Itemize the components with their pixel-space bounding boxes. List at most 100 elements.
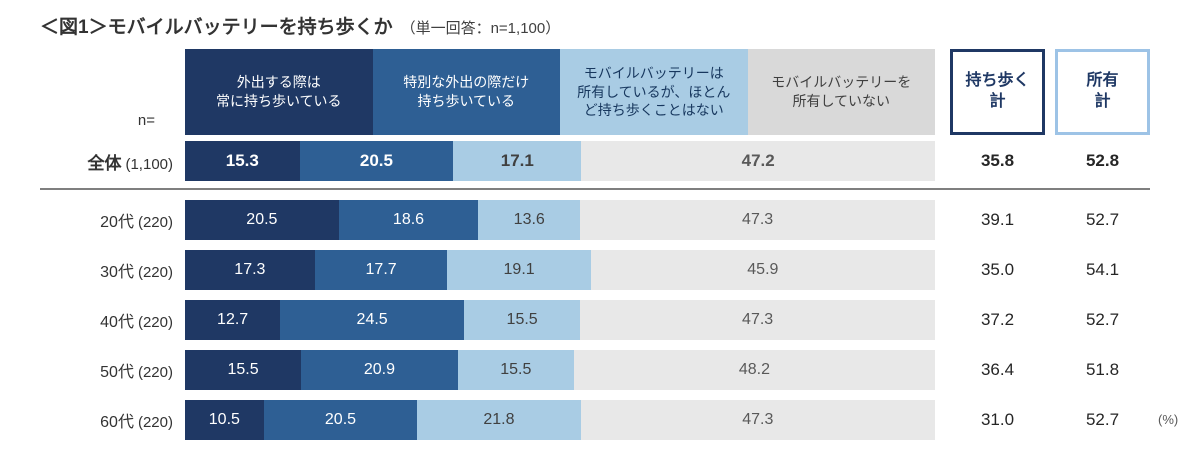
table-row: 全体 (1,100) 15.3 20.5 17.1 47.2 35.8 52.8	[40, 141, 1150, 181]
table-row: 60代 (220) 10.5 20.5 21.8 47.3 31.0 52.7 (%)	[40, 400, 1178, 440]
carry-total-value: 31.0	[980, 410, 1015, 429]
own-total-value: 52.7	[1085, 210, 1120, 229]
label-column-header: n=	[40, 49, 185, 135]
bar-segment: 15.3	[185, 141, 300, 181]
carry-total-header: 持ち歩く 計	[950, 49, 1045, 135]
figure-title-note: （単一回答：n=1,100）	[400, 20, 561, 37]
segment-value: 18.6	[392, 211, 425, 228]
bar-segment: 47.3	[580, 400, 935, 440]
segment-value: 19.1	[503, 261, 535, 278]
bar-segment: 17.3	[185, 250, 315, 290]
stacked-bar: 15.5 20.9 15.5 48.2	[185, 350, 936, 390]
column-header-not-own: モバイルバッテリーを 所有していない	[747, 49, 935, 135]
segment-value: 24.5	[356, 311, 388, 328]
own-total-header: 所有 計	[1055, 49, 1150, 135]
segment-value: 47.3	[742, 311, 774, 328]
bar-segment: 48.2	[573, 350, 936, 390]
own-total-value: 54.1	[1085, 260, 1120, 279]
bar-segment: 21.8	[417, 400, 581, 440]
own-total-value: 51.8	[1085, 360, 1120, 379]
bar-segment: 20.9	[301, 350, 458, 390]
stacked-bar: 17.3 17.7 19.1 45.9	[185, 250, 935, 290]
row-category: 全体	[87, 153, 122, 173]
segment-value: 15.5	[227, 361, 259, 378]
stacked-bar: 20.5 18.6 13.6 47.3	[185, 200, 935, 240]
bar-segment: 19.1	[447, 250, 591, 290]
segment-value: 47.3	[742, 411, 774, 428]
row-label: 30代 (220)	[40, 258, 185, 282]
row-n-count: (220)	[137, 264, 173, 281]
table-row: 50代 (220) 15.5 20.9 15.5 48.2 36.4 51.8	[40, 350, 1150, 390]
stacked-bar: 15.3 20.5 17.1 47.2	[185, 141, 935, 181]
row-label: 50代 (220)	[40, 358, 185, 382]
segment-value: 20.5	[246, 211, 278, 228]
header-colgap	[1045, 49, 1055, 135]
bar-segment: 47.3	[580, 200, 935, 240]
segment-value: 13.6	[513, 211, 545, 228]
segment-value: 10.5	[208, 411, 240, 428]
segment-value: 20.5	[324, 411, 357, 428]
stacked-bar: 12.7 24.5 15.5 47.3	[185, 300, 935, 340]
bar-segment: 18.6	[338, 200, 479, 240]
row-category: 50代	[100, 364, 134, 381]
bar-segment: 20.5	[263, 400, 418, 440]
row-n-count: (220)	[137, 364, 173, 381]
segment-value: 47.2	[741, 151, 775, 170]
table-row: 20代 (220) 20.5 18.6 13.6 47.3 39.1 52.7	[40, 200, 1150, 240]
row-label: 20代 (220)	[40, 208, 185, 232]
segment-value: 17.1	[500, 151, 534, 170]
figure-title: ＜図1＞モバイルバッテリーを持ち歩くか （単一回答：n=1,100）	[0, 0, 1200, 39]
row-n-count: (1,100)	[125, 155, 173, 173]
row-category: 60代	[100, 414, 134, 431]
segment-value: 21.8	[483, 411, 515, 428]
column-header-special-outings: 特別な外出の際だけ 持ち歩いている	[372, 49, 560, 135]
carry-total-value: 36.4	[980, 360, 1015, 379]
row-label: 60代 (220)	[40, 408, 185, 432]
row-category: 30代	[100, 264, 134, 281]
bar-segment: 45.9	[590, 250, 935, 290]
bar-segment: 10.5	[185, 400, 264, 440]
row-n-count: (220)	[137, 314, 173, 331]
segment-value: 45.9	[747, 261, 779, 278]
column-header-own-rarely-carry: モバイルバッテリーは 所有しているが、ほとん ど持ち歩くことはない	[560, 49, 748, 135]
bar-segment: 20.5	[299, 141, 454, 181]
segment-value: 17.7	[365, 261, 397, 278]
segment-value: 15.5	[500, 361, 532, 378]
rows: 全体 (1,100) 15.3 20.5 17.1 47.2 35.8 52.8 20代 (220…	[40, 141, 1178, 440]
header-spacer	[935, 49, 950, 135]
row-category: 40代	[100, 314, 134, 331]
bar-segment: 17.7	[314, 250, 448, 290]
carry-total-value: 37.2	[980, 310, 1015, 329]
carry-total-value: 39.1	[980, 210, 1015, 229]
bar-segment: 13.6	[478, 200, 581, 240]
row-label: 全体 (1,100)	[40, 149, 185, 174]
own-total-value: 52.7	[1085, 410, 1120, 429]
segment-value: 15.3	[225, 151, 259, 170]
column-header-always-carry: 外出する際は 常に持ち歩いている	[185, 49, 373, 135]
segment-value: 48.2	[738, 361, 771, 378]
table-row: 40代 (220) 12.7 24.5 15.5 47.3 37.2 52.7	[40, 300, 1150, 340]
segment-value: 20.5	[359, 151, 393, 170]
carry-total-value: 35.8	[980, 151, 1015, 170]
bar-segment: 12.7	[185, 300, 281, 340]
header-row: n= 外出する際は 常に持ち歩いている 特別な外出の際だけ 持ち歩いている モバ…	[40, 49, 1150, 135]
percent-unit-label: (%)	[1158, 412, 1179, 427]
legend-headers: 外出する際は 常に持ち歩いている 特別な外出の際だけ 持ち歩いている モバイルバ…	[185, 49, 935, 135]
own-total-value: 52.7	[1085, 310, 1120, 329]
stacked-bar: 10.5 20.5 21.8 47.3	[185, 400, 935, 440]
row-label: 40代 (220)	[40, 308, 185, 332]
n-equals-label: n=	[137, 112, 155, 129]
own-total-value: 52.8	[1085, 151, 1120, 170]
bar-segment: 24.5	[280, 300, 464, 340]
segment-value: 47.3	[742, 211, 774, 228]
table-row: 30代 (220) 17.3 17.7 19.1 45.9 35.0 54.1	[40, 250, 1150, 290]
row-category: 20代	[100, 214, 134, 231]
chart-table: n= 外出する際は 常に持ち歩いている 特別な外出の際だけ 持ち歩いている モバ…	[40, 49, 1178, 440]
bar-segment: 17.1	[453, 141, 582, 181]
segment-value: 20.9	[363, 361, 395, 378]
row-n-count: (220)	[137, 214, 173, 231]
segment-value: 15.5	[506, 311, 538, 328]
bar-segment: 15.5	[464, 300, 581, 340]
carry-total-value: 35.0	[980, 260, 1015, 279]
